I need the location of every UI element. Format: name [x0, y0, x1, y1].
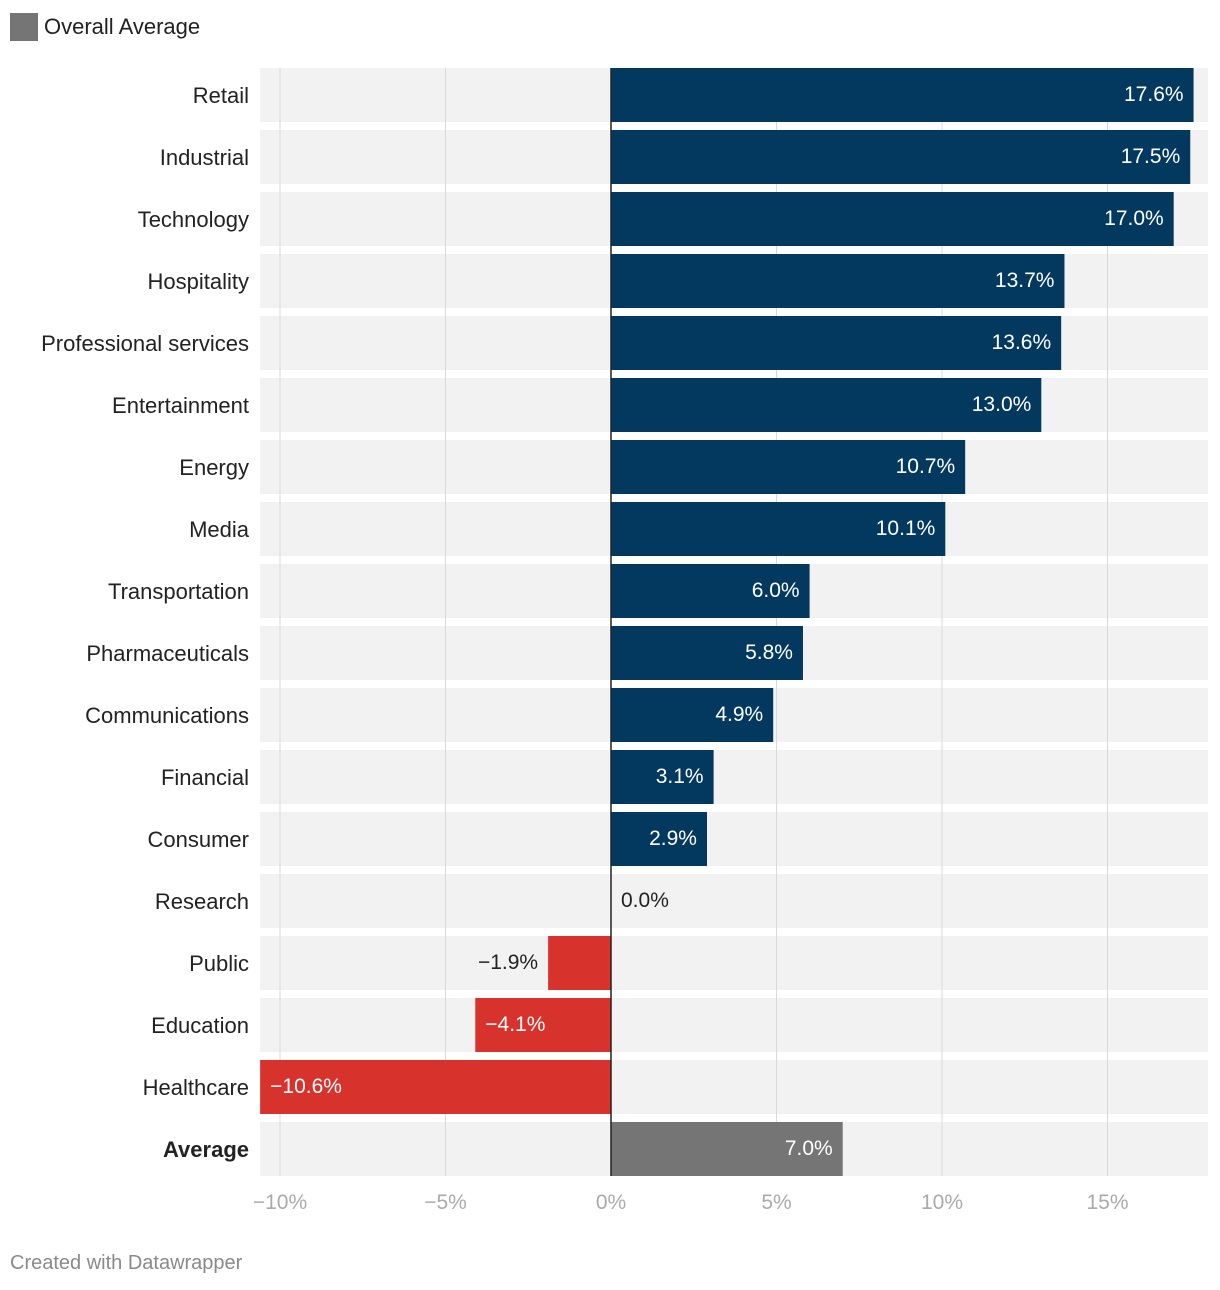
value-label: 10.1%	[876, 517, 936, 540]
value-label: 13.7%	[995, 269, 1055, 292]
bar	[475, 998, 611, 1052]
x-tick-label: 0%	[596, 1191, 626, 1214]
x-tick-label: −5%	[424, 1191, 467, 1214]
value-label: 13.0%	[972, 393, 1032, 416]
bar	[611, 68, 1194, 122]
bar-chart: Retail 17.6% Industrial 17.5% Technology 17.0…	[41, 68, 1208, 1214]
legend-label: Overall Average	[44, 14, 201, 39]
category-label: Communications	[85, 703, 249, 728]
value-label: 17.5%	[1121, 145, 1181, 168]
x-tick-label: 10%	[921, 1191, 963, 1214]
value-label: −1.9%	[478, 951, 538, 974]
value-label: 2.9%	[649, 827, 697, 850]
value-label: 3.1%	[656, 765, 704, 788]
value-label: 6.0%	[752, 579, 800, 602]
category-label: Hospitality	[148, 269, 249, 294]
x-tick-label: −10%	[253, 1191, 307, 1214]
legend: Overall Average	[10, 12, 200, 42]
category-label: Consumer	[148, 827, 249, 852]
bar	[611, 378, 1042, 432]
category-label: Transportation	[108, 579, 249, 604]
value-label: 17.6%	[1124, 83, 1184, 106]
bar	[611, 626, 803, 680]
category-label: Professional services	[41, 331, 249, 356]
row-background	[260, 998, 1208, 1052]
category-label: Entertainment	[112, 393, 249, 418]
value-label: 0.0%	[621, 889, 669, 912]
legend-swatch	[10, 13, 38, 41]
bar	[611, 192, 1174, 246]
bar	[260, 1060, 611, 1114]
bar	[611, 688, 774, 742]
bar	[611, 564, 810, 618]
category-label: Financial	[161, 765, 249, 790]
value-label: 5.8%	[745, 641, 793, 664]
category-label: Public	[189, 951, 249, 976]
bar	[611, 502, 946, 556]
category-label: Average	[163, 1137, 249, 1162]
bar	[611, 812, 707, 866]
category-label: Education	[151, 1013, 249, 1038]
category-label: Healthcare	[143, 1075, 249, 1100]
row-background	[260, 874, 1208, 928]
value-label: −4.1%	[485, 1013, 545, 1036]
category-label: Media	[189, 517, 250, 542]
value-label: 7.0%	[785, 1137, 833, 1160]
row-background	[260, 750, 1208, 804]
value-label: 10.7%	[896, 455, 956, 478]
category-label: Industrial	[160, 145, 249, 170]
x-tick-label: 15%	[1086, 1191, 1128, 1214]
bar	[611, 130, 1191, 184]
x-tick-label: 5%	[761, 1191, 791, 1214]
category-label: Retail	[193, 83, 249, 108]
category-label: Pharmaceuticals	[86, 641, 249, 666]
bar	[611, 750, 714, 804]
category-label: Research	[155, 889, 249, 914]
footer-credit: Created with Datawrapper	[10, 1252, 243, 1274]
row-background	[260, 936, 1208, 990]
value-label: −10.6%	[270, 1075, 342, 1098]
category-label: Technology	[138, 207, 249, 232]
value-label: 17.0%	[1104, 207, 1164, 230]
row-background	[260, 812, 1208, 866]
bar	[548, 936, 611, 990]
value-label: 13.6%	[992, 331, 1052, 354]
bar	[611, 316, 1062, 370]
category-label: Energy	[179, 455, 249, 480]
bar	[611, 254, 1065, 308]
bar	[611, 1122, 843, 1176]
value-label: 4.9%	[715, 703, 763, 726]
bar	[611, 440, 966, 494]
